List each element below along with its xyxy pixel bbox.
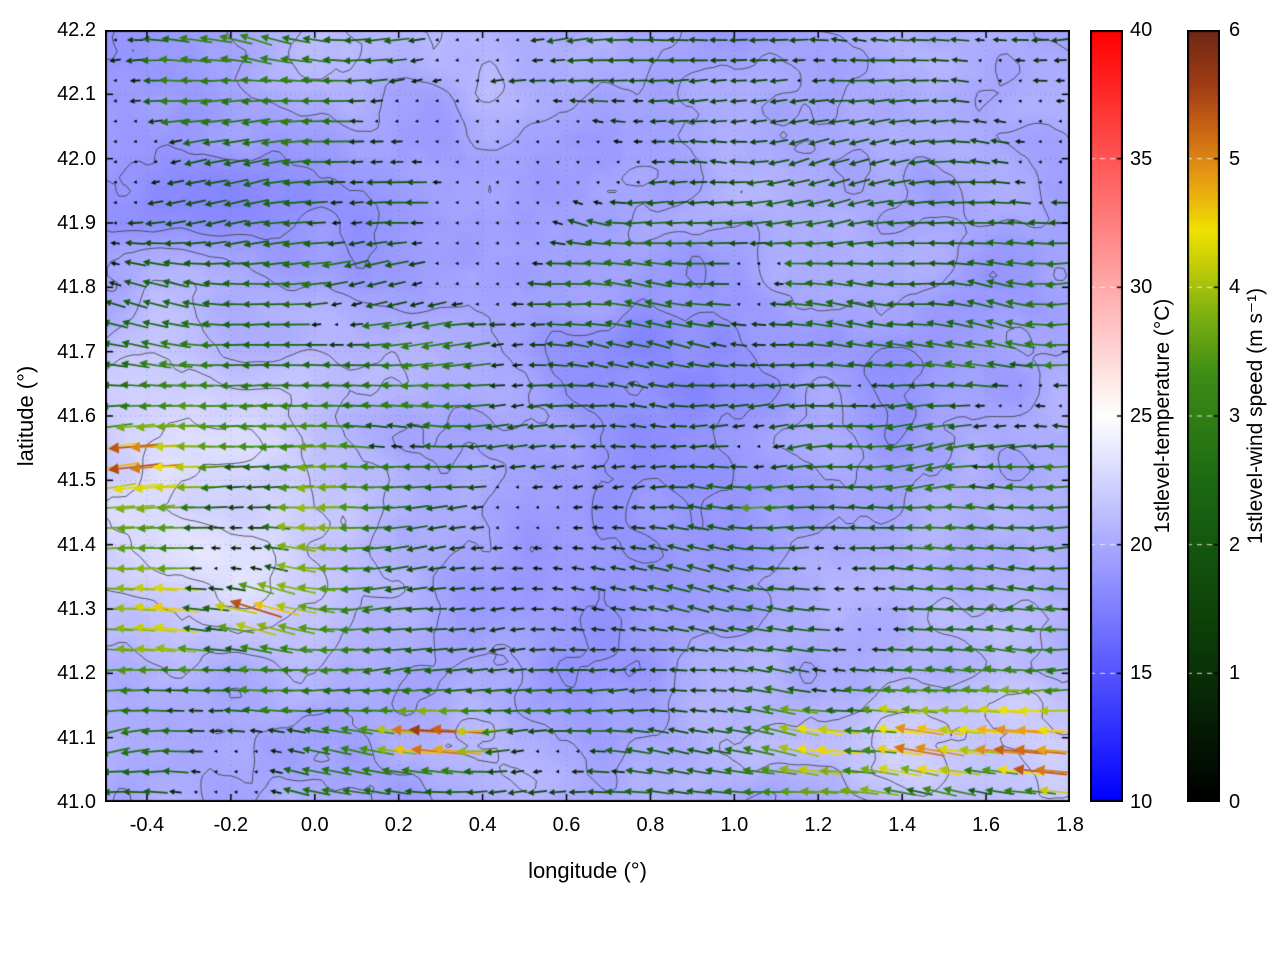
y-axis-tick-label: 41.0	[57, 791, 96, 813]
x-axis-tick-label: 1.2	[804, 814, 833, 836]
x-axis-tick-label: 0.0	[300, 814, 329, 836]
y-axis-tick-label: 42.1	[57, 83, 96, 106]
temperature-colorbar-title: 1stlevel-temperature (°C)	[1151, 298, 1174, 534]
x-axis-tick-label: 1.0	[720, 814, 749, 836]
windspeed-colorbar-tick-label: 1	[1229, 662, 1241, 685]
y-axis-tick-label: 41.5	[57, 469, 96, 492]
y-axis-tick-label: 41.3	[57, 598, 96, 620]
y-axis-tick-label: 41.1	[57, 726, 96, 749]
y-axis-tick-label: 41.8	[57, 276, 96, 299]
x-axis-tick-label: 0.4	[468, 814, 497, 836]
y-axis-tick-label: 41.6	[57, 405, 96, 427]
y-axis-tick-label: 42.0	[57, 147, 96, 170]
temperature-colorbar-tick-label: 10	[1130, 791, 1153, 813]
x-axis-tick-label: 0.8	[636, 814, 665, 836]
y-axis-tick-label: 42.2	[57, 19, 96, 41]
y-axis-tick-label: 41.4	[57, 533, 96, 556]
map-plot-canvas	[105, 30, 1070, 802]
temperature-colorbar-tick-label: 20	[1130, 533, 1153, 556]
x-axis-tick-label: 1.8	[1056, 814, 1084, 836]
y-axis-title: latitude (°)	[13, 365, 38, 467]
x-axis-tick-label: 0.2	[384, 814, 413, 836]
windspeed-colorbar-canvas	[1187, 30, 1220, 802]
x-axis-title: longitude (°)	[528, 858, 647, 883]
windspeed-colorbar-tick-label: 4	[1229, 276, 1241, 299]
windspeed-colorbar-tick-label: 5	[1229, 147, 1241, 170]
x-axis-tick-label: 1.6	[972, 814, 1000, 836]
temperature-colorbar-tick-label: 30	[1130, 276, 1153, 299]
y-axis-tick-label: 41.9	[57, 212, 96, 234]
y-axis-tick-label: 41.7	[57, 340, 96, 363]
y-axis-tick-label: 41.2	[57, 662, 96, 685]
x-axis-tick-label: -0.2	[213, 814, 249, 836]
windspeed-colorbar-title: 1stlevel-wind speed (m s⁻¹)	[1244, 287, 1267, 545]
temperature-colorbar-tick-label: 25	[1130, 405, 1153, 427]
windspeed-colorbar-tick-label: 3	[1229, 405, 1241, 427]
windspeed-colorbar-tick-label: 6	[1229, 19, 1241, 41]
x-axis-tick-label: 1.4	[888, 814, 917, 836]
temperature-colorbar-tick-label: 40	[1130, 19, 1153, 41]
temperature-colorbar-tick-label: 15	[1130, 662, 1153, 685]
windspeed-colorbar-tick-label: 2	[1229, 533, 1241, 556]
windspeed-colorbar-tick-label: 0	[1229, 791, 1241, 813]
temperature-colorbar-tick-label: 35	[1130, 147, 1153, 170]
temperature-colorbar-canvas	[1090, 30, 1123, 802]
x-axis-tick-label: -0.4	[129, 814, 165, 836]
x-axis-tick-label: 0.6	[552, 814, 581, 836]
